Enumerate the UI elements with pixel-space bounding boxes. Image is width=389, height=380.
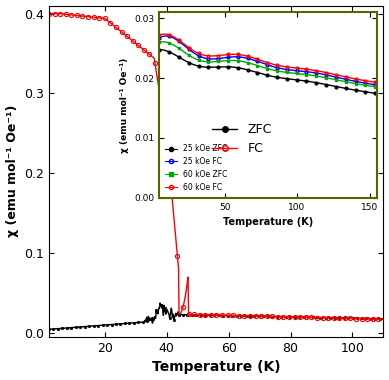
- Text: 100 Oe: 100 Oe: [216, 143, 277, 158]
- X-axis label: Temperature (K): Temperature (K): [152, 361, 280, 374]
- Y-axis label: χ (emu mol⁻¹ Oe⁻¹): χ (emu mol⁻¹ Oe⁻¹): [5, 105, 19, 238]
- Legend: ZFC, FC: ZFC, FC: [207, 118, 277, 160]
